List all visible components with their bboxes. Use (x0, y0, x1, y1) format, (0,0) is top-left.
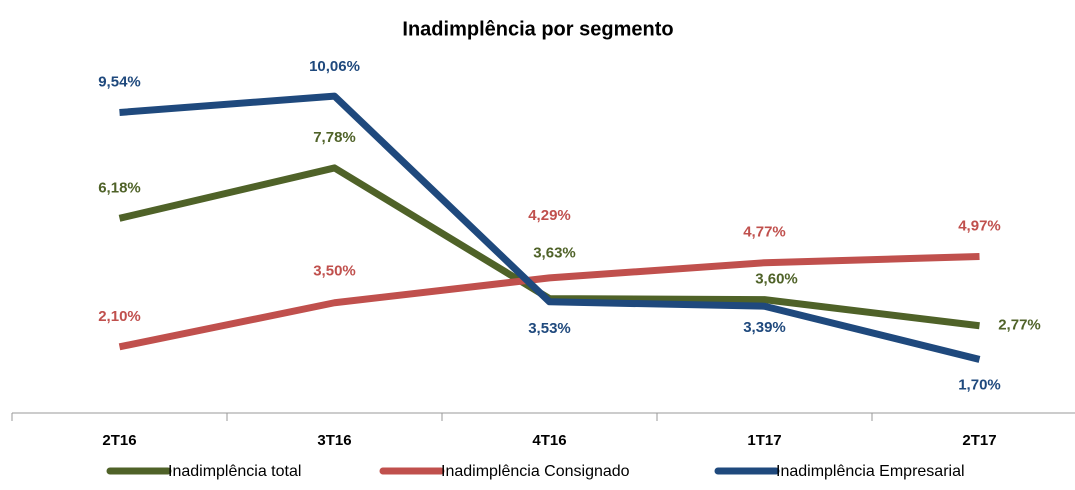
data-label: 2,10% (98, 308, 141, 325)
x-tick-label: 2T16 (102, 432, 136, 449)
x-tick-label: 1T17 (747, 432, 781, 449)
data-label: 3,60% (755, 271, 798, 288)
legend-label: Inadimplência total (168, 463, 301, 480)
data-label: 3,50% (313, 263, 356, 280)
chart-title: Inadimplência por segmento (402, 18, 673, 40)
data-label: 4,77% (743, 224, 786, 241)
series-line (118, 252, 980, 351)
data-label: 9,54% (98, 73, 141, 90)
data-label: 3,39% (743, 319, 786, 336)
data-label: 4,97% (958, 217, 1001, 234)
legend-label: Inadimplência Consignado (441, 463, 630, 480)
series-line (119, 92, 981, 363)
x-tick-label: 3T16 (317, 432, 351, 449)
legend-label: Inadimplência Empresarial (776, 463, 965, 480)
x-tick-label: 2T17 (962, 432, 996, 449)
data-label: 6,18% (98, 179, 141, 196)
data-label: 3,63% (533, 245, 576, 262)
data-label: 7,78% (313, 129, 356, 146)
data-label: 1,70% (958, 376, 1001, 393)
data-label: 4,29% (528, 207, 571, 224)
data-label: 10,06% (309, 58, 360, 75)
data-label: 3,53% (528, 320, 571, 337)
data-label: 2,77% (998, 317, 1041, 334)
x-tick-label: 4T16 (532, 432, 566, 449)
